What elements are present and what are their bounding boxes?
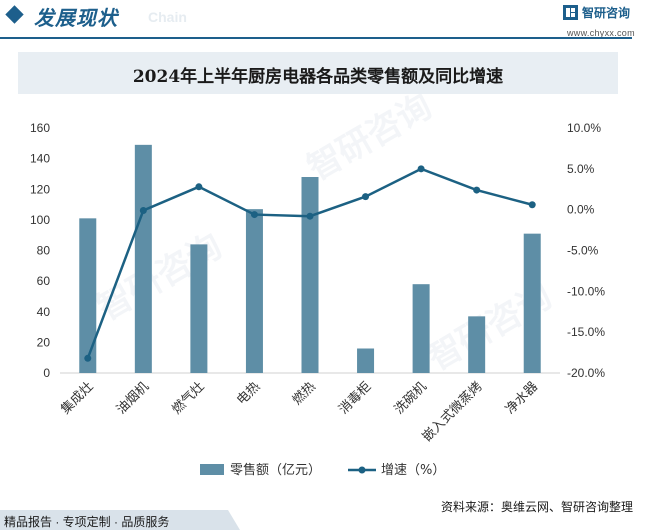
y-right-tick-label: -5.0% (567, 244, 599, 258)
bar-5 (301, 177, 319, 373)
category-label: 集成灶 (58, 379, 97, 418)
header-rule (0, 37, 632, 39)
chart-title: 2024年上半年厨房电器各品类零售额及同比增速 (132, 67, 504, 87)
y-right-tick-label: 10.0% (567, 121, 601, 135)
y-left-tick-label: 0 (43, 366, 50, 380)
y-left-tick-label: 20 (37, 335, 51, 349)
growth-point-3 (195, 183, 203, 191)
y-left-tick-label: 160 (30, 121, 50, 135)
category-label: 净水器 (503, 379, 541, 417)
y-left-tick-label: 60 (37, 274, 51, 288)
y-left-tick-label: 40 (37, 305, 51, 319)
category-label: 消毒柜 (336, 379, 374, 417)
footer-tagline: 精品报告 · 专项定制 · 品质服务 (4, 515, 170, 529)
legend-bar-label: 零售额（亿元） (230, 462, 321, 478)
header-ghost-text: Chain (148, 9, 187, 25)
y-right-tick-label: -20.0% (567, 366, 605, 380)
footer: 精品报告 · 专项定制 · 品质服务 资料来源：奥维云网、智研咨询整理 (0, 496, 645, 530)
bar-1 (79, 218, 97, 373)
bar-6 (357, 348, 375, 373)
logo-url[interactable]: www.chyxx.com (567, 28, 635, 38)
category-label: 嵌入式微蒸烤 (420, 379, 486, 445)
chart-title-band: 2024年上半年厨房电器各品类零售额及同比增速 (18, 52, 618, 94)
growth-point-7 (417, 165, 425, 173)
bar-4 (245, 209, 263, 373)
y-right-tick-label: -10.0% (567, 284, 605, 298)
y-right-tick-label: 0.0% (567, 203, 595, 217)
category-label: 燃气灶 (169, 379, 208, 418)
section-title: 发展现状 (34, 8, 118, 30)
growth-point-2 (139, 206, 147, 214)
footer-bar (0, 510, 240, 530)
category-label: 电热 (234, 379, 263, 408)
growth-point-5 (306, 212, 314, 220)
footer-source: 资料来源：奥维云网、智研咨询整理 (440, 500, 633, 514)
y-left-tick-label: 140 (30, 152, 50, 166)
section-header: 发展现状 Chain (0, 0, 645, 34)
growth-point-4 (250, 211, 258, 219)
bar-3 (190, 244, 208, 373)
legend-line-label: 增速（%） (381, 463, 445, 478)
y-left-tick-label: 80 (37, 244, 51, 258)
category-label: 油烟机 (114, 379, 152, 417)
bar-8 (468, 316, 486, 373)
bar-7 (412, 284, 430, 373)
growth-point-1 (84, 354, 92, 362)
growth-point-6 (362, 193, 370, 201)
legend-line-marker (358, 466, 366, 474)
y-right-tick-label: -15.0% (567, 325, 605, 339)
y-left-tick-label: 120 (30, 182, 50, 196)
growth-point-9 (528, 201, 536, 209)
bar-2 (134, 144, 152, 373)
logo-name: 智研咨询 (582, 6, 631, 20)
y-left-tick-label: 100 (30, 213, 50, 227)
category-label: 洗碗机 (391, 379, 430, 418)
logo-mark-icon (563, 5, 578, 20)
category-label: 燃热 (289, 379, 319, 409)
y-right-tick-label: 5.0% (567, 162, 595, 176)
bar-9 (523, 233, 541, 373)
legend-bar-swatch (200, 464, 224, 475)
growth-point-8 (473, 186, 481, 194)
